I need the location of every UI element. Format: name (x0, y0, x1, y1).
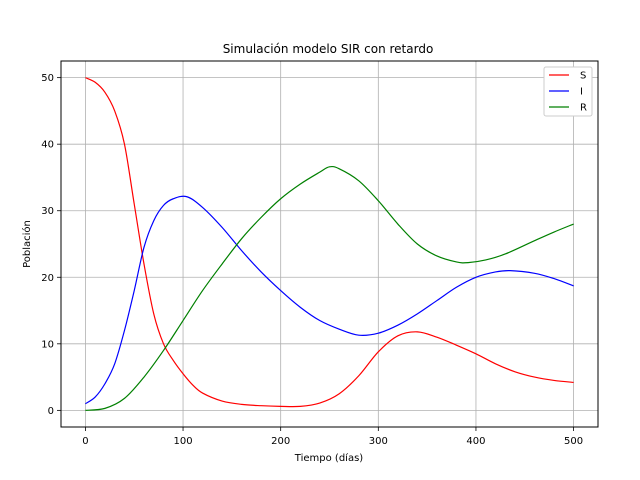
grid (61, 61, 598, 427)
series-group (85, 77, 574, 411)
y-tick-label: 50 (41, 73, 54, 84)
y-tick-label: 40 (41, 140, 54, 151)
chart-title: Simulación modelo SIR con retardo (223, 42, 434, 56)
legend: SIR (543, 66, 593, 117)
y-tick-label: 30 (41, 206, 54, 217)
x-tick-label: 200 (271, 436, 290, 447)
series-line-s (85, 77, 574, 408)
x-tick-label: 0 (82, 436, 88, 447)
y-axis-label: Población (21, 220, 33, 268)
x-tick-label: 100 (173, 436, 192, 447)
legend-label-r: R (580, 103, 587, 114)
legend-label-s: S (580, 71, 586, 82)
axis-ticks: 0 100 200 300 400 500 0 10 20 30 40 50 (41, 73, 583, 447)
x-tick-label: 400 (466, 436, 485, 447)
legend-label-i: I (580, 87, 583, 98)
y-tick-label: 0 (48, 406, 54, 417)
y-tick-label: 20 (41, 273, 54, 284)
x-tick-label: 500 (564, 436, 583, 447)
plot-frame (60, 60, 599, 428)
series-line-i (85, 195, 574, 405)
x-tick-label: 300 (369, 436, 388, 447)
series-line-r (85, 165, 574, 411)
y-tick-label: 10 (41, 339, 54, 350)
x-axis-label: Tiempo (días) (294, 452, 363, 464)
